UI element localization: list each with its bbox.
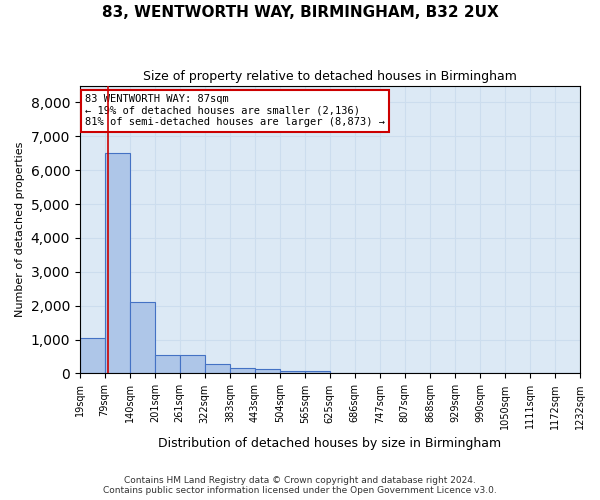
Title: Size of property relative to detached houses in Birmingham: Size of property relative to detached ho… (143, 70, 517, 83)
Bar (205, 364, 230, 374)
Bar (305, 370, 329, 374)
Text: 83, WENTWORTH WAY, BIRMINGHAM, B32 2UX: 83, WENTWORTH WAY, BIRMINGHAM, B32 2UX (101, 5, 499, 20)
Y-axis label: Number of detached properties: Number of detached properties (15, 142, 25, 317)
Text: Contains HM Land Registry data © Crown copyright and database right 2024.
Contai: Contains HM Land Registry data © Crown c… (103, 476, 497, 495)
Bar (104, 154, 130, 374)
Bar (254, 370, 280, 374)
Bar (230, 368, 254, 374)
Bar (130, 302, 155, 374)
X-axis label: Distribution of detached houses by size in Birmingham: Distribution of detached houses by size … (158, 437, 502, 450)
Bar (80, 338, 104, 374)
Text: 83 WENTWORTH WAY: 87sqm
← 19% of detached houses are smaller (2,136)
81% of semi: 83 WENTWORTH WAY: 87sqm ← 19% of detache… (85, 94, 385, 128)
Bar (179, 356, 205, 374)
Bar (155, 356, 179, 374)
Bar (280, 370, 305, 374)
